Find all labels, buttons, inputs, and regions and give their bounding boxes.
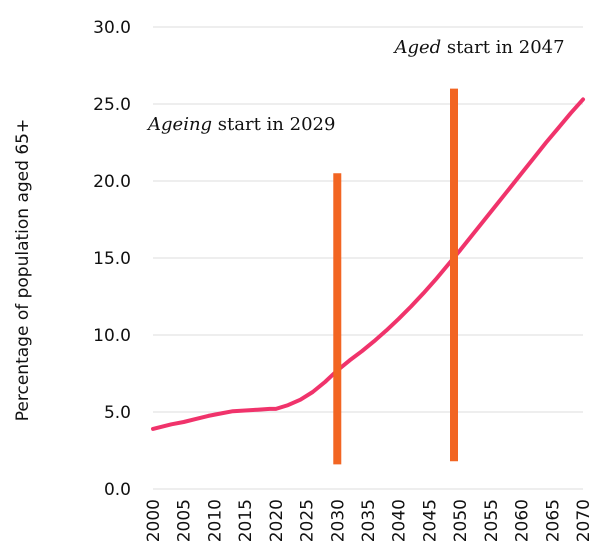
- annotation-emphasis: Aged: [392, 37, 441, 58]
- series-layer: [151, 97, 585, 431]
- x-tick-label: 2000: [144, 499, 164, 542]
- x-tick-label: 2030: [328, 499, 348, 542]
- y-tick-label: 10.0: [93, 326, 131, 346]
- y-tick-label: 0.0: [104, 480, 131, 500]
- x-tick-label: 2015: [236, 499, 256, 542]
- annotation-emphasis: Ageing: [146, 114, 212, 135]
- x-tick-label: 2020: [267, 499, 287, 542]
- y-tick-label: 25.0: [93, 95, 131, 115]
- x-tick-label: 2070: [574, 499, 591, 542]
- x-tick-label: 2055: [482, 499, 502, 542]
- annotation-label: Aged start in 2047: [392, 37, 564, 58]
- y-tick-label: 15.0: [93, 249, 131, 269]
- annotation-text: start in 2047: [441, 37, 564, 58]
- x-tick-label: 2065: [543, 499, 563, 542]
- y-axis-ticks: 0.0 5.0 10.0 15.0 20.0 25.0 30.0: [93, 18, 131, 500]
- x-tick-label: 2060: [513, 499, 533, 542]
- x-tick-label: 2040: [390, 499, 410, 542]
- x-axis-ticks: 2000 2005 2010 2015 2020 2025 2030 2035 2040 2045…: [144, 499, 591, 542]
- annotation-layer: Ageing start in 2029 Aged start in 2047: [146, 37, 565, 135]
- series-line: [151, 97, 585, 431]
- x-tick-label: 2025: [298, 499, 318, 542]
- x-tick-label: 2045: [420, 499, 440, 542]
- y-tick-label: 30.0: [93, 18, 131, 38]
- annotation-label: Ageing start in 2029: [146, 114, 335, 135]
- x-tick-label: 2005: [175, 499, 195, 542]
- gridlines: [153, 26, 583, 490]
- marker-layer: [333, 88, 458, 465]
- x-tick-label: 2035: [359, 499, 379, 542]
- x-tick-label: 2010: [205, 499, 225, 542]
- y-axis-title: Percentage of population aged 65+: [13, 119, 33, 421]
- y-tick-label: 20.0: [93, 172, 131, 192]
- y-tick-label: 5.0: [104, 403, 131, 423]
- annotation-text: start in 2029: [212, 114, 335, 135]
- x-tick-label: 2050: [451, 499, 471, 542]
